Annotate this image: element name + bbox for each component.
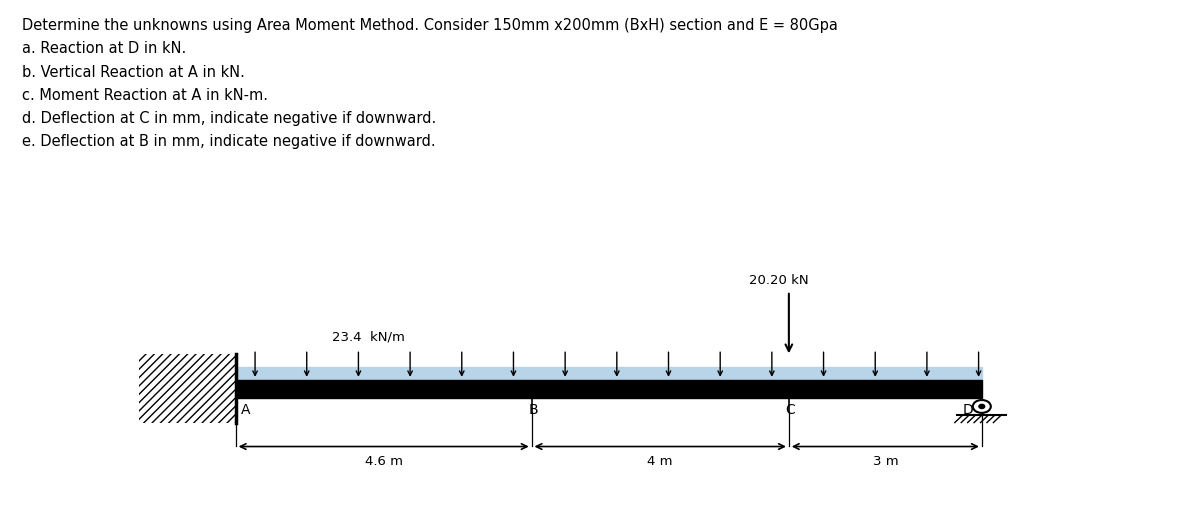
Text: 4.6 m: 4.6 m	[365, 455, 403, 468]
Text: D: D	[962, 403, 973, 417]
Bar	[139, 355, 235, 424]
Bar	[235, 380, 982, 398]
Circle shape	[979, 405, 985, 409]
Text: 20.20 kN: 20.20 kN	[750, 274, 809, 287]
Text: b. Vertical Reaction at A in kN.: b. Vertical Reaction at A in kN.	[22, 65, 245, 80]
Text: a. Reaction at D in kN.: a. Reaction at D in kN.	[22, 41, 186, 57]
Bar	[139, 355, 235, 424]
Text: Determine the unknowns using Area Moment Method. Consider 150mm x200mm (BxH) sec: Determine the unknowns using Area Moment…	[22, 18, 838, 33]
Text: C: C	[786, 403, 796, 417]
Text: A: A	[241, 403, 251, 417]
Text: 3 m: 3 m	[872, 455, 898, 468]
Text: 23.4  kN/m: 23.4 kN/m	[332, 331, 406, 344]
Circle shape	[973, 400, 991, 413]
Text: e. Deflection at B in mm, indicate negative if downward.: e. Deflection at B in mm, indicate negat…	[22, 134, 436, 149]
Bar	[235, 367, 982, 380]
Text: 4 m: 4 m	[648, 455, 673, 468]
Text: d. Deflection at C in mm, indicate negative if downward.: d. Deflection at C in mm, indicate negat…	[22, 111, 436, 126]
Text: B: B	[528, 403, 538, 417]
Text: c. Moment Reaction at A in kN-m.: c. Moment Reaction at A in kN-m.	[22, 88, 268, 103]
